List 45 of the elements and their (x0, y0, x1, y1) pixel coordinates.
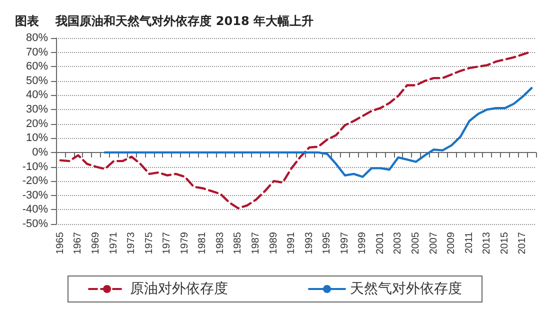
x-tick-label: 2011 (464, 232, 475, 254)
x-tick-label: 1973 (126, 232, 138, 254)
y-tick-label: -30% (22, 189, 48, 202)
y-tick-label: -20% (22, 175, 48, 188)
y-tick-label: -50% (22, 218, 48, 230)
y-tick-label: 40% (26, 89, 48, 102)
y-tick-label: 80% (26, 32, 48, 44)
y-tick-label: 60% (26, 60, 48, 73)
x-tick-label: 2015 (499, 232, 510, 254)
x-tick-label: 1983 (214, 232, 226, 254)
x-tick-label: 1999 (357, 232, 368, 254)
line-series (104, 86, 533, 178)
y-tick-label: 20% (26, 118, 48, 130)
y-tick-label: -40% (22, 204, 48, 216)
x-tick-label: 1965 (54, 232, 66, 254)
x-tick-label: 2003 (392, 232, 404, 254)
x-tick-label: 1967 (72, 232, 84, 254)
x-tick-label: 2009 (446, 232, 458, 254)
x-tick-label: 1997 (339, 232, 350, 254)
x-tick-label: 1981 (197, 232, 208, 254)
x-tick-label: 2013 (482, 232, 493, 254)
legend-label: 原油对外依存度 (130, 281, 228, 297)
x-tick-label: 1975 (144, 232, 155, 254)
y-tick-label: 0% (32, 146, 48, 158)
y-tick-label: 50% (26, 74, 48, 87)
x-tick-label: 1993 (304, 232, 315, 254)
x-tick-label: 1977 (162, 232, 173, 254)
legend-label: 天然气对外依存度 (350, 281, 462, 297)
x-tick-label: 2005 (410, 232, 422, 254)
y-tick-label: 30% (26, 104, 48, 116)
x-tick-label: 2001 (374, 232, 386, 254)
x-tick-label: 1985 (232, 232, 244, 254)
x-tick-label: 1979 (179, 232, 190, 254)
x-tick-label: 1995 (322, 232, 333, 254)
x-tick-label: 2017 (517, 232, 528, 254)
x-tick-label: 1969 (90, 232, 102, 254)
x-tick-label: 1991 (286, 232, 298, 254)
x-tick-label: 1989 (268, 232, 280, 254)
x-tick-label: 1987 (250, 232, 262, 254)
x-tick-label: 1971 (108, 232, 120, 254)
chart-title: 图表 我国原油和天然气对外依存度 2018 年大幅上升 (15, 14, 314, 28)
y-tick-label: 70% (26, 46, 48, 58)
x-tick-label: 2007 (428, 232, 440, 254)
y-tick-label: -10% (22, 160, 48, 173)
y-tick-label: 10% (26, 132, 48, 144)
